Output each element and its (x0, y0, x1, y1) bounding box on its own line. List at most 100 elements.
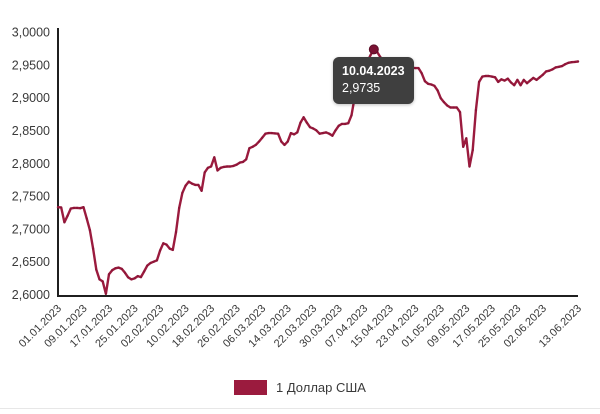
series-point (222, 165, 226, 169)
series-point (95, 268, 98, 271)
series-point (209, 165, 213, 168)
series-point (270, 131, 273, 135)
series-point (56, 206, 60, 209)
series-point (254, 143, 257, 147)
series-line-usd[interactable] (56, 48, 580, 295)
y-tick-label: 2,6500 (12, 255, 50, 269)
series-point (366, 60, 369, 63)
series-point (356, 93, 360, 96)
series-point (576, 60, 580, 63)
series-point (506, 77, 509, 80)
series-point (407, 66, 411, 69)
y-tick-label: 2,8000 (12, 157, 50, 171)
series-point (535, 78, 538, 82)
series-point (111, 269, 114, 272)
series-point (162, 242, 165, 245)
series-point (500, 78, 503, 81)
series-point (123, 271, 127, 274)
series-point (142, 270, 146, 273)
series-point (66, 214, 69, 217)
series-point (477, 80, 481, 84)
series-point (439, 97, 442, 100)
series-point (493, 76, 497, 79)
series-point (490, 75, 494, 78)
series-point (114, 267, 117, 270)
series-point (280, 140, 283, 143)
series-point (261, 136, 264, 139)
y-tick-label: 3,0000 (12, 26, 50, 40)
series-point (299, 121, 302, 124)
series-point (449, 106, 452, 109)
series-point (350, 114, 353, 117)
series-point (241, 160, 245, 164)
series-point (455, 106, 458, 109)
series-point (369, 53, 372, 57)
series-point (554, 66, 557, 69)
series-point (101, 280, 104, 283)
series-point (190, 182, 194, 185)
series-point-beads (56, 48, 580, 295)
series-point (331, 134, 334, 137)
series-point (343, 122, 347, 126)
series-point (120, 267, 123, 271)
series-point (219, 166, 222, 169)
series-point (60, 206, 63, 209)
series-point (312, 127, 315, 130)
series-point (88, 229, 92, 232)
series-point (474, 108, 478, 112)
series-point (324, 131, 328, 134)
series-point (522, 78, 525, 82)
series-point (171, 248, 174, 252)
series-point (203, 171, 206, 174)
series-point (149, 261, 152, 265)
series-point (423, 80, 427, 83)
series-point (417, 66, 420, 70)
series-point (471, 148, 474, 152)
series-point (155, 259, 159, 262)
series-point (446, 104, 449, 107)
series-point (509, 81, 513, 84)
hover-marker-dot[interactable] (368, 44, 379, 55)
series-point (72, 206, 76, 210)
series-point (363, 76, 366, 80)
series-point (340, 122, 344, 126)
series-point (216, 169, 219, 172)
series-point (465, 137, 468, 140)
y-axis-labels: 3,0000 2,9500 2,9000 2,8500 2,8000 2,7500 2,70… (12, 26, 50, 303)
series-point (391, 62, 395, 65)
series-point (481, 75, 484, 78)
y-tick-label: 2,8500 (12, 124, 50, 138)
series-point (200, 189, 203, 192)
y-tick-label: 2,9500 (12, 58, 50, 72)
series-point (420, 72, 423, 75)
series-point (318, 132, 321, 135)
series-point (519, 84, 522, 87)
series-point (225, 165, 229, 168)
series-point (573, 60, 576, 64)
series-point (398, 64, 401, 68)
series-point (232, 164, 235, 168)
y-tick-label: 2,7500 (12, 190, 50, 204)
series-point (328, 132, 331, 135)
series-point (551, 68, 554, 71)
series-point (513, 84, 516, 87)
series-point (184, 184, 187, 187)
series-point (528, 79, 532, 82)
series-point (442, 101, 446, 104)
series-point (395, 63, 398, 66)
series-point (452, 106, 455, 109)
series-point (107, 273, 111, 276)
series-point (174, 231, 178, 234)
series-point (468, 165, 471, 168)
series-point (532, 76, 535, 80)
series-point (75, 206, 79, 210)
series-point (458, 110, 462, 114)
series-point (426, 82, 430, 85)
series-point (91, 247, 95, 250)
series-point (302, 116, 305, 119)
series-point (404, 66, 407, 69)
series-point (63, 221, 66, 224)
series-point (567, 61, 570, 64)
legend-item-usd[interactable]: 1 Доллар США (0, 380, 600, 395)
series-point (516, 78, 519, 82)
